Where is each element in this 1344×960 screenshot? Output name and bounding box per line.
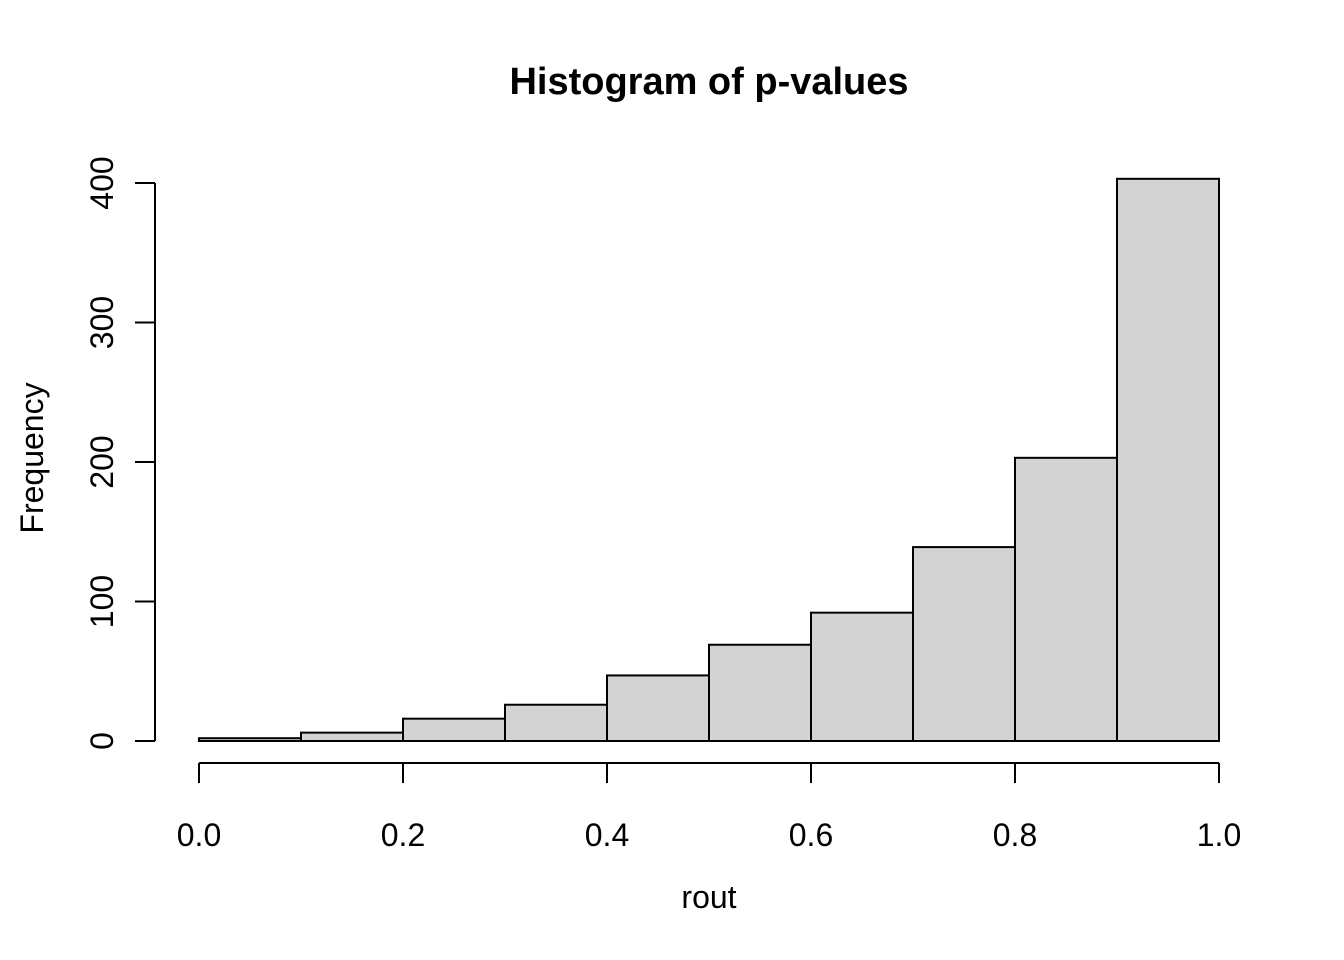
x-tick-label: 0.4: [585, 817, 629, 853]
x-axis-label: rout: [681, 879, 736, 915]
x-tick-label: 0.6: [789, 817, 833, 853]
y-tick-label: 200: [84, 435, 120, 488]
axes-layer: 0.0 0.2 0.4 0.6 0.8 1.0 0 100 200 300 400: [84, 156, 1241, 853]
histogram-bar: [1116, 177, 1220, 742]
histogram-bar: [606, 674, 710, 742]
y-tick-label: 300: [84, 296, 120, 349]
histogram-bar: [810, 611, 914, 742]
y-tick-label: 100: [84, 575, 120, 628]
x-tick-label: 0.2: [381, 817, 425, 853]
histogram-bar: [198, 737, 302, 743]
y-axis-label: Frequency: [14, 382, 50, 533]
histogram-bar: [708, 643, 812, 742]
y-tick-label: 400: [84, 156, 120, 209]
histogram-bar: [1014, 456, 1118, 742]
x-tick-label: 0.0: [177, 817, 221, 853]
histogram-bar: [504, 703, 608, 742]
histogram-bar: [912, 546, 1016, 742]
histogram-bar: [300, 731, 404, 743]
histogram-bar: [402, 717, 506, 742]
y-tick-label: 0: [84, 732, 120, 750]
bars-layer: [198, 177, 1220, 743]
x-tick-label: 1.0: [1197, 817, 1241, 853]
chart-title: Histogram of p-values: [509, 61, 908, 103]
x-tick-label: 0.8: [993, 817, 1037, 853]
